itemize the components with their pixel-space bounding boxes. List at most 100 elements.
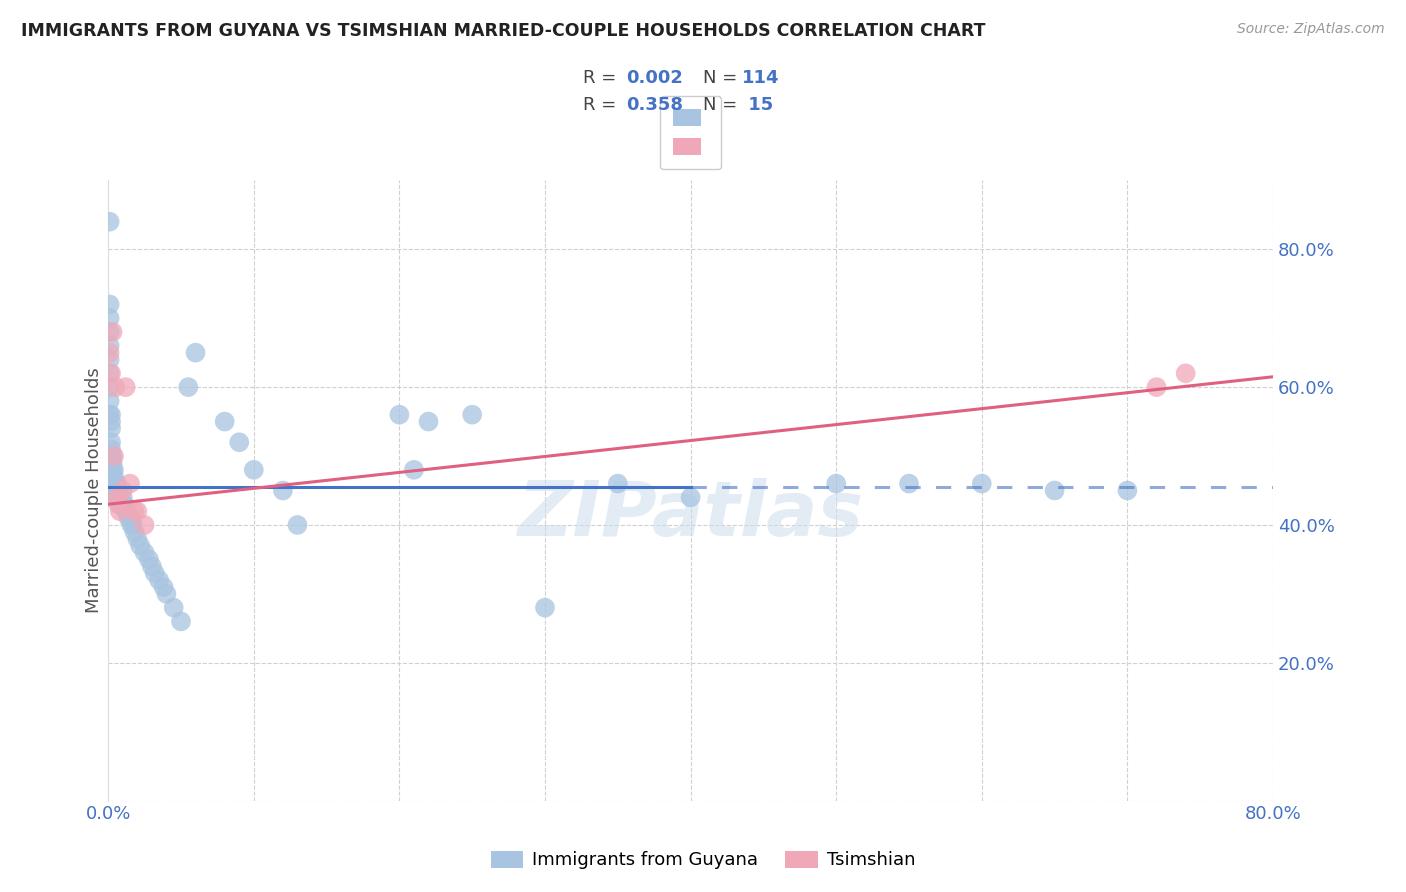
Point (100, 442, 122, 457)
Point (134, 545, 156, 559)
Point (115, 504, 138, 518)
Point (101, 325, 124, 339)
Point (114, 504, 136, 518)
Point (184, 345, 207, 359)
Point (388, 408, 411, 422)
Point (111, 483, 134, 498)
Point (1043, 483, 1066, 498)
Point (108, 491, 131, 505)
Point (100, 449, 122, 463)
Point (271, 483, 294, 498)
Point (101, 483, 124, 498)
Text: N =: N = (703, 69, 742, 87)
Point (105, 476, 128, 491)
Point (112, 497, 135, 511)
Point (100, 421, 122, 435)
Point (141, 559, 163, 574)
Point (107, 483, 129, 498)
Point (170, 615, 193, 629)
Point (287, 518, 309, 533)
Point (104, 476, 127, 491)
Text: Source: ZipAtlas.com: Source: ZipAtlas.com (1237, 22, 1385, 37)
Point (98, 325, 121, 339)
Point (98, 311, 121, 326)
Point (101, 463, 124, 477)
Point (163, 600, 186, 615)
Point (155, 587, 177, 601)
Point (107, 497, 129, 511)
Point (98, 215, 121, 229)
Point (101, 476, 124, 491)
Point (103, 463, 125, 477)
Point (214, 415, 236, 429)
Point (114, 380, 136, 394)
Point (103, 469, 125, 483)
Point (124, 524, 146, 539)
Point (606, 476, 628, 491)
Point (1116, 483, 1139, 498)
Point (177, 380, 200, 394)
Point (143, 566, 166, 581)
Point (418, 415, 440, 429)
Point (101, 449, 124, 463)
Point (461, 408, 484, 422)
Point (121, 518, 143, 533)
Point (127, 504, 149, 518)
Point (243, 463, 266, 477)
Point (98, 352, 121, 367)
Text: R =: R = (583, 96, 623, 114)
Point (103, 449, 125, 463)
Text: IMMIGRANTS FROM GUYANA VS TSIMSHIAN MARRIED-COUPLE HOUSEHOLDS CORRELATION CHART: IMMIGRANTS FROM GUYANA VS TSIMSHIAN MARR… (21, 22, 986, 40)
Point (100, 435, 122, 450)
Text: R =: R = (583, 69, 623, 87)
Point (101, 456, 124, 470)
Point (98, 380, 121, 394)
Point (118, 476, 141, 491)
Point (110, 497, 132, 511)
Point (108, 497, 131, 511)
Point (107, 491, 129, 505)
Point (101, 469, 124, 483)
Point (152, 580, 174, 594)
Point (100, 367, 122, 381)
Point (534, 600, 557, 615)
Point (118, 511, 141, 525)
Point (98, 345, 121, 359)
Legend: , : , (659, 96, 721, 169)
Point (134, 518, 156, 533)
Point (402, 463, 425, 477)
Point (104, 483, 127, 498)
Text: N =: N = (703, 96, 742, 114)
Point (104, 491, 127, 505)
Point (111, 491, 134, 505)
Point (825, 476, 848, 491)
Point (103, 476, 125, 491)
Point (105, 491, 128, 505)
Point (100, 415, 122, 429)
Point (98, 297, 121, 311)
Point (138, 552, 160, 566)
Point (898, 476, 921, 491)
Point (105, 491, 128, 505)
Point (98, 408, 121, 422)
Point (103, 483, 125, 498)
Point (100, 408, 122, 422)
Text: ZIPatlas: ZIPatlas (517, 478, 863, 552)
Legend: Immigrants from Guyana, Tsimshian: Immigrants from Guyana, Tsimshian (482, 842, 924, 879)
Point (228, 435, 250, 450)
Point (129, 539, 152, 553)
Point (108, 504, 131, 518)
Point (679, 491, 702, 505)
Point (1146, 380, 1168, 394)
Point (1174, 367, 1197, 381)
Text: 0.002: 0.002 (626, 69, 682, 87)
Point (127, 532, 149, 546)
Text: 114: 114 (742, 69, 780, 87)
Y-axis label: Married-couple Households: Married-couple Households (86, 368, 103, 614)
Text: 15: 15 (742, 96, 773, 114)
Point (970, 476, 993, 491)
Point (122, 518, 145, 533)
Point (117, 511, 139, 525)
Point (98, 367, 121, 381)
Point (100, 463, 122, 477)
